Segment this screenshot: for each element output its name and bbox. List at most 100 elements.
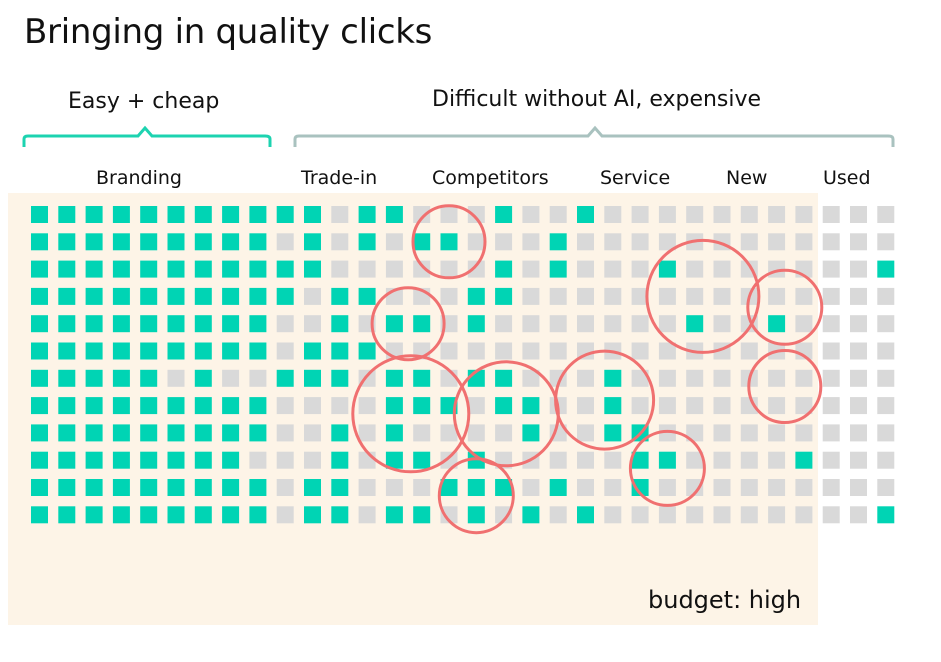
empty-cell <box>385 260 403 278</box>
filled-cell <box>249 315 267 333</box>
empty-cell <box>822 287 840 305</box>
empty-cell <box>740 451 758 469</box>
filled-cell <box>686 315 704 333</box>
empty-cell <box>331 397 349 415</box>
empty-cell <box>658 397 676 415</box>
empty-cell <box>740 506 758 524</box>
empty-cell <box>877 233 895 251</box>
filled-cell <box>222 479 240 496</box>
empty-cell <box>440 206 458 223</box>
filled-cell <box>85 206 103 223</box>
filled-cell <box>222 342 240 360</box>
filled-cell <box>112 424 130 442</box>
empty-cell <box>877 397 895 415</box>
filled-cell <box>631 424 649 442</box>
filled-cell <box>85 397 103 415</box>
filled-cell <box>58 287 76 305</box>
filled-cell <box>31 315 48 333</box>
empty-cell <box>358 506 376 524</box>
filled-cell <box>85 506 103 524</box>
filled-cell <box>58 424 76 442</box>
filled-cell <box>58 233 76 251</box>
filled-cell <box>112 287 130 305</box>
filled-cell <box>85 233 103 251</box>
empty-cell <box>631 287 649 305</box>
empty-cell <box>713 287 731 305</box>
filled-cell <box>31 233 48 251</box>
filled-cell <box>194 287 212 305</box>
empty-cell <box>795 424 813 442</box>
filled-cell <box>58 342 76 360</box>
empty-cell <box>358 424 376 442</box>
filled-cell <box>167 233 185 251</box>
empty-cell <box>768 479 786 496</box>
empty-cell <box>850 451 867 469</box>
filled-cell <box>331 369 349 387</box>
empty-cell <box>577 479 594 496</box>
empty-cell <box>740 479 758 496</box>
empty-cell <box>877 315 895 333</box>
empty-cell <box>358 479 376 496</box>
filled-cell <box>413 451 431 469</box>
filled-cell <box>194 424 212 442</box>
empty-cell <box>467 206 485 223</box>
column-label-competitors: Competitors <box>432 167 549 189</box>
filled-cell <box>440 479 458 496</box>
empty-cell <box>850 287 867 305</box>
filled-cell <box>577 206 594 223</box>
filled-cell <box>222 424 240 442</box>
filled-cell <box>549 479 567 496</box>
filled-cell <box>140 287 158 305</box>
filled-cell <box>31 451 48 469</box>
empty-cell <box>358 315 376 333</box>
empty-cell <box>631 397 649 415</box>
empty-cell <box>658 315 676 333</box>
empty-cell <box>631 233 649 251</box>
filled-cell <box>112 397 130 415</box>
empty-cell <box>686 206 704 223</box>
filled-cell <box>467 287 485 305</box>
filled-cell <box>58 369 76 387</box>
filled-cell <box>194 451 212 469</box>
empty-cell <box>604 506 622 524</box>
empty-cell <box>850 479 867 496</box>
filled-cell <box>413 369 431 387</box>
empty-cell <box>604 287 622 305</box>
filled-cell <box>31 424 48 442</box>
empty-cell <box>822 342 840 360</box>
filled-cell <box>194 206 212 223</box>
empty-cell <box>713 479 731 496</box>
filled-cell <box>604 369 622 387</box>
empty-cell <box>495 424 513 442</box>
empty-cell <box>768 260 786 278</box>
empty-cell <box>631 206 649 223</box>
filled-cell <box>249 342 267 360</box>
filled-cell <box>140 451 158 469</box>
filled-cell <box>877 260 895 278</box>
filled-cell <box>385 424 403 442</box>
empty-cell <box>658 424 676 442</box>
filled-cell <box>112 451 130 469</box>
empty-cell <box>385 233 403 251</box>
filled-cell <box>58 397 76 415</box>
empty-cell <box>631 369 649 387</box>
empty-cell <box>713 260 731 278</box>
empty-cell <box>713 369 731 387</box>
filled-cell <box>385 206 403 223</box>
empty-cell <box>522 369 540 387</box>
empty-cell <box>495 315 513 333</box>
filled-cell <box>877 506 895 524</box>
empty-cell <box>768 287 786 305</box>
filled-cell <box>440 397 458 415</box>
empty-cell <box>522 342 540 360</box>
filled-cell <box>194 369 212 387</box>
empty-cell <box>577 315 594 333</box>
empty-cell <box>740 315 758 333</box>
filled-cell <box>85 260 103 278</box>
empty-cell <box>850 397 867 415</box>
filled-cell <box>249 260 267 278</box>
empty-cell <box>440 342 458 360</box>
empty-cell <box>850 369 867 387</box>
empty-cell <box>740 287 758 305</box>
